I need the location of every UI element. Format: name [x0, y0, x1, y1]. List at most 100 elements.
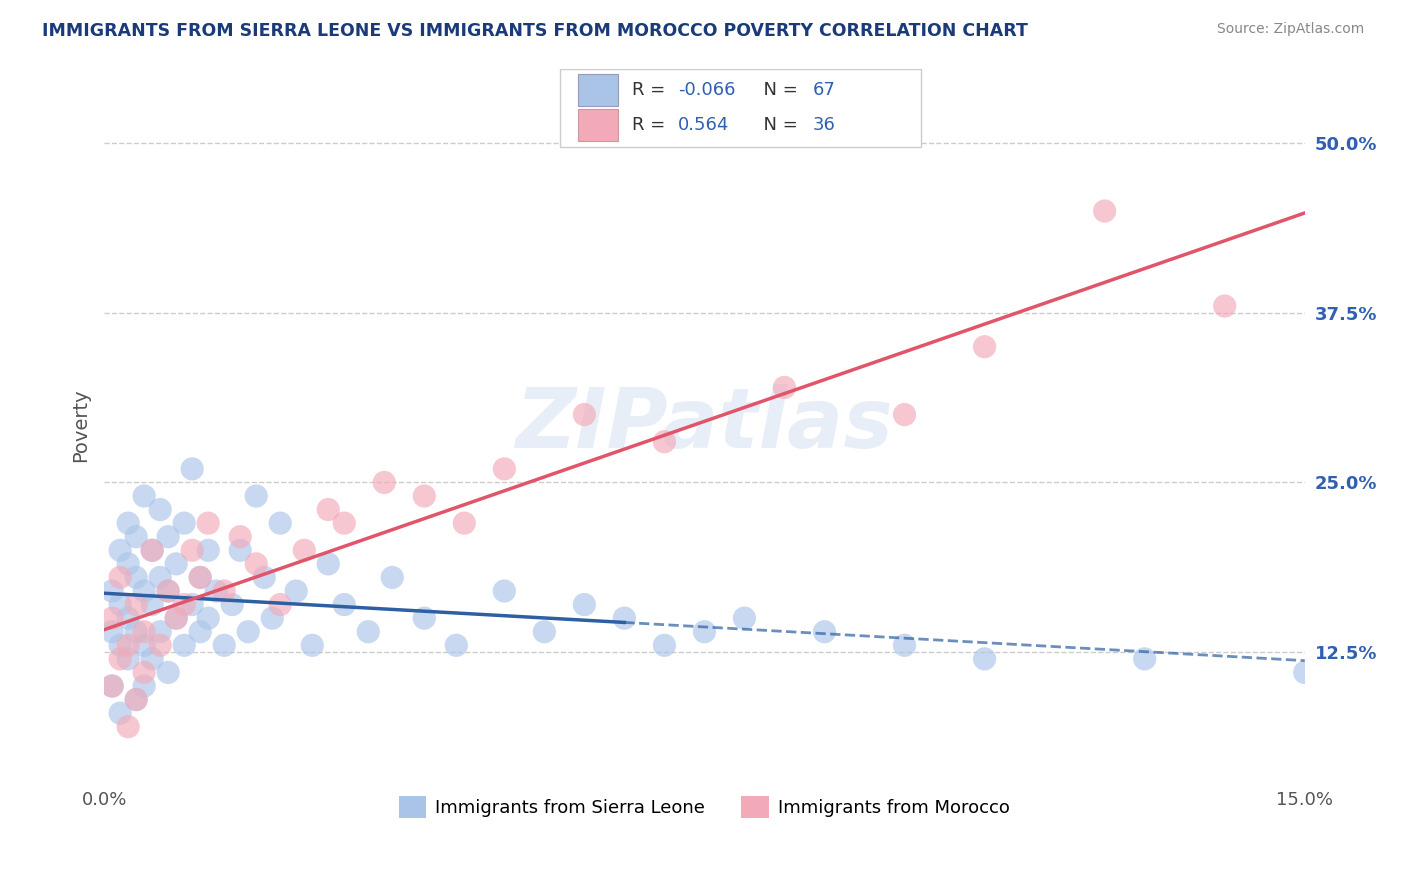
Point	[141, 543, 163, 558]
Point	[188, 624, 211, 639]
Point	[333, 516, 356, 530]
Point	[149, 624, 172, 639]
Point	[134, 679, 156, 693]
Point	[813, 624, 835, 639]
Point	[373, 475, 395, 490]
Point	[238, 624, 260, 639]
Point	[108, 638, 131, 652]
Point	[253, 570, 276, 584]
Point	[1133, 652, 1156, 666]
Point	[292, 543, 315, 558]
Point	[197, 611, 219, 625]
Point	[316, 557, 339, 571]
Point	[157, 530, 180, 544]
Point	[125, 530, 148, 544]
Point	[229, 543, 252, 558]
FancyBboxPatch shape	[561, 69, 921, 147]
Point	[197, 543, 219, 558]
Point	[285, 584, 308, 599]
Legend: Immigrants from Sierra Leone, Immigrants from Morocco: Immigrants from Sierra Leone, Immigrants…	[392, 789, 1017, 825]
Point	[108, 543, 131, 558]
Point	[245, 489, 267, 503]
Point	[301, 638, 323, 652]
Point	[574, 408, 596, 422]
Text: Source: ZipAtlas.com: Source: ZipAtlas.com	[1216, 22, 1364, 37]
Point	[134, 638, 156, 652]
Point	[134, 489, 156, 503]
Point	[141, 652, 163, 666]
Point	[108, 706, 131, 720]
Point	[165, 611, 187, 625]
Point	[117, 557, 139, 571]
Point	[141, 543, 163, 558]
Point	[181, 598, 204, 612]
Point	[101, 624, 124, 639]
Point	[173, 598, 195, 612]
Text: -0.066: -0.066	[678, 81, 735, 100]
Point	[125, 692, 148, 706]
Point	[413, 489, 436, 503]
Bar	[578, 74, 619, 106]
Point	[149, 638, 172, 652]
Text: N =: N =	[752, 81, 804, 100]
Point	[157, 665, 180, 680]
Bar	[578, 109, 619, 141]
Point	[117, 638, 139, 652]
Point	[262, 611, 284, 625]
Point	[446, 638, 468, 652]
Point	[245, 557, 267, 571]
Point	[381, 570, 404, 584]
Point	[134, 624, 156, 639]
Point	[269, 598, 291, 612]
Point	[221, 598, 243, 612]
Point	[125, 624, 148, 639]
Point	[173, 638, 195, 652]
Point	[157, 584, 180, 599]
Point	[316, 502, 339, 516]
Point	[188, 570, 211, 584]
Point	[893, 638, 915, 652]
Point	[413, 611, 436, 625]
Point	[654, 434, 676, 449]
Point	[693, 624, 716, 639]
Point	[973, 340, 995, 354]
Point	[613, 611, 636, 625]
Point	[357, 624, 380, 639]
Text: 36: 36	[813, 116, 835, 134]
Text: R =: R =	[633, 116, 678, 134]
Point	[533, 624, 555, 639]
Point	[181, 543, 204, 558]
Point	[494, 584, 516, 599]
Text: R =: R =	[633, 81, 672, 100]
Point	[117, 652, 139, 666]
Point	[1294, 665, 1316, 680]
Point	[188, 570, 211, 584]
Point	[229, 530, 252, 544]
Point	[108, 570, 131, 584]
Point	[157, 584, 180, 599]
Point	[1094, 204, 1116, 219]
Point	[165, 557, 187, 571]
Point	[494, 462, 516, 476]
Point	[212, 638, 235, 652]
Point	[165, 611, 187, 625]
Point	[125, 598, 148, 612]
Point	[205, 584, 228, 599]
Point	[125, 570, 148, 584]
Text: 0.564: 0.564	[678, 116, 730, 134]
Text: N =: N =	[752, 116, 804, 134]
Y-axis label: Poverty: Poverty	[72, 388, 90, 461]
Point	[117, 516, 139, 530]
Point	[173, 516, 195, 530]
Point	[574, 598, 596, 612]
Point	[134, 584, 156, 599]
Point	[117, 720, 139, 734]
Point	[134, 665, 156, 680]
Point	[333, 598, 356, 612]
Text: IMMIGRANTS FROM SIERRA LEONE VS IMMIGRANTS FROM MOROCCO POVERTY CORRELATION CHAR: IMMIGRANTS FROM SIERRA LEONE VS IMMIGRAN…	[42, 22, 1028, 40]
Point	[453, 516, 475, 530]
Point	[108, 598, 131, 612]
Text: ZIPatlas: ZIPatlas	[516, 384, 893, 466]
Point	[149, 570, 172, 584]
Point	[269, 516, 291, 530]
